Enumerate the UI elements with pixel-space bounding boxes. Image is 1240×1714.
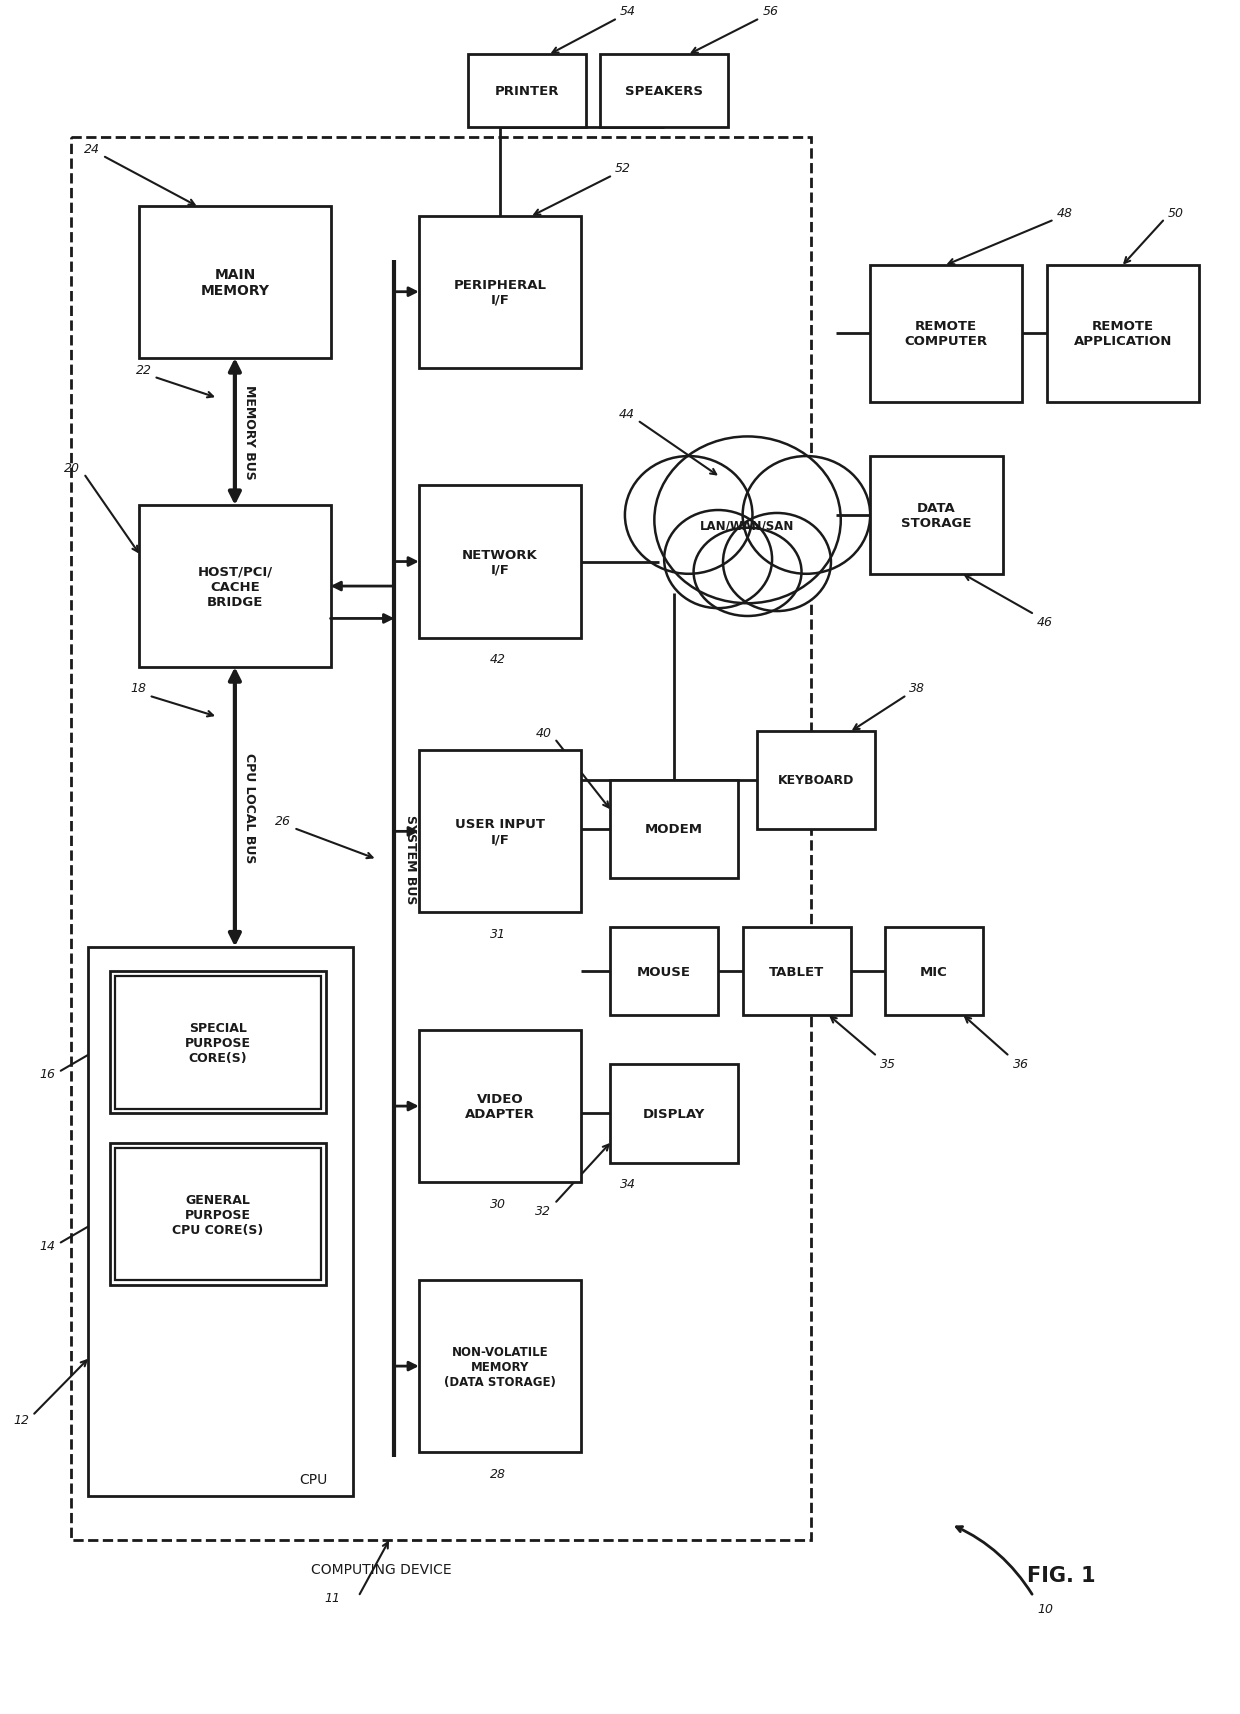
Bar — [885, 927, 983, 1016]
Text: 38: 38 — [909, 682, 925, 696]
Text: 36: 36 — [1013, 1058, 1028, 1070]
Bar — [743, 927, 851, 1016]
Bar — [88, 948, 353, 1496]
Bar — [870, 266, 1022, 403]
Bar — [870, 458, 1003, 574]
Text: SPEAKERS: SPEAKERS — [625, 86, 703, 98]
Text: NETWORK
I/F: NETWORK I/F — [463, 548, 538, 576]
Bar — [419, 1030, 580, 1183]
Bar — [114, 1148, 321, 1280]
Text: CPU LOCAL BUS: CPU LOCAL BUS — [243, 752, 255, 862]
Text: SPECIAL
PURPOSE
CORE(S): SPECIAL PURPOSE CORE(S) — [185, 1022, 250, 1064]
Text: MAIN
MEMORY: MAIN MEMORY — [201, 267, 269, 298]
Bar — [758, 732, 875, 830]
Text: FIG. 1: FIG. 1 — [1027, 1565, 1096, 1585]
Text: 44: 44 — [619, 408, 635, 420]
Text: VIDEO
ADAPTER: VIDEO ADAPTER — [465, 1092, 534, 1121]
Ellipse shape — [693, 528, 801, 617]
Bar — [610, 927, 718, 1016]
Bar — [600, 55, 728, 129]
Text: KEYBOARD: KEYBOARD — [777, 775, 854, 787]
Text: HOST/PCI/
CACHE
BRIDGE: HOST/PCI/ CACHE BRIDGE — [197, 566, 273, 608]
Text: 50: 50 — [1168, 206, 1184, 219]
Text: REMOTE
APPLICATION: REMOTE APPLICATION — [1074, 321, 1172, 348]
Text: PRINTER: PRINTER — [495, 86, 559, 98]
Text: TABLET: TABLET — [769, 965, 825, 979]
Text: CPU: CPU — [299, 1472, 327, 1486]
Ellipse shape — [723, 514, 831, 612]
Text: 34: 34 — [620, 1178, 636, 1191]
Text: 10: 10 — [1037, 1603, 1053, 1615]
Text: 35: 35 — [880, 1058, 897, 1070]
Bar — [419, 1280, 580, 1452]
Ellipse shape — [625, 458, 753, 574]
Text: LAN/WAN/SAN: LAN/WAN/SAN — [701, 519, 795, 531]
Text: 24: 24 — [84, 142, 100, 156]
Text: 26: 26 — [275, 814, 291, 828]
Bar — [110, 972, 326, 1114]
Text: 28: 28 — [490, 1467, 506, 1479]
Ellipse shape — [665, 511, 773, 608]
Ellipse shape — [655, 437, 841, 603]
Text: 16: 16 — [40, 1068, 56, 1080]
Text: REMOTE
COMPUTER: REMOTE COMPUTER — [905, 321, 988, 348]
Text: 48: 48 — [1056, 206, 1073, 219]
Text: GENERAL
PURPOSE
CPU CORE(S): GENERAL PURPOSE CPU CORE(S) — [172, 1193, 263, 1236]
Text: 22: 22 — [135, 363, 151, 377]
Text: 20: 20 — [64, 461, 81, 475]
Bar — [610, 780, 738, 879]
Text: 18: 18 — [130, 682, 146, 696]
Bar — [419, 487, 580, 638]
Bar — [139, 207, 331, 358]
Text: 31: 31 — [490, 927, 506, 941]
Text: MODEM: MODEM — [645, 823, 703, 836]
Ellipse shape — [743, 458, 870, 574]
Text: 52: 52 — [615, 163, 631, 175]
Bar — [467, 55, 585, 129]
Bar — [71, 139, 811, 1541]
Text: PERIPHERAL
I/F: PERIPHERAL I/F — [454, 279, 547, 307]
Text: DISPLAY: DISPLAY — [642, 1107, 706, 1121]
Text: 40: 40 — [536, 727, 552, 739]
Text: USER INPUT
I/F: USER INPUT I/F — [455, 818, 544, 847]
Text: COMPUTING DEVICE: COMPUTING DEVICE — [311, 1561, 453, 1575]
Bar — [419, 751, 580, 914]
Text: 56: 56 — [763, 5, 779, 19]
Text: 12: 12 — [14, 1412, 30, 1426]
Bar — [110, 1143, 326, 1286]
Text: MOUSE: MOUSE — [637, 965, 691, 979]
Bar — [139, 506, 331, 668]
Text: 54: 54 — [620, 5, 636, 19]
Text: MIC: MIC — [920, 965, 947, 979]
Text: MEMORY BUS: MEMORY BUS — [243, 386, 255, 480]
Text: 30: 30 — [490, 1196, 506, 1210]
Bar — [114, 977, 321, 1109]
Text: 46: 46 — [1037, 615, 1053, 629]
Text: 42: 42 — [490, 653, 506, 667]
Text: 32: 32 — [536, 1203, 552, 1217]
Bar — [419, 216, 580, 369]
Text: DATA
STORAGE: DATA STORAGE — [901, 502, 972, 530]
Text: SYSTEM BUS: SYSTEM BUS — [404, 814, 417, 903]
Text: NON-VOLATILE
MEMORY
(DATA STORAGE): NON-VOLATILE MEMORY (DATA STORAGE) — [444, 1345, 556, 1388]
Text: 14: 14 — [40, 1239, 56, 1253]
Bar — [610, 1064, 738, 1162]
Bar — [1047, 266, 1199, 403]
Text: 11: 11 — [324, 1591, 340, 1604]
